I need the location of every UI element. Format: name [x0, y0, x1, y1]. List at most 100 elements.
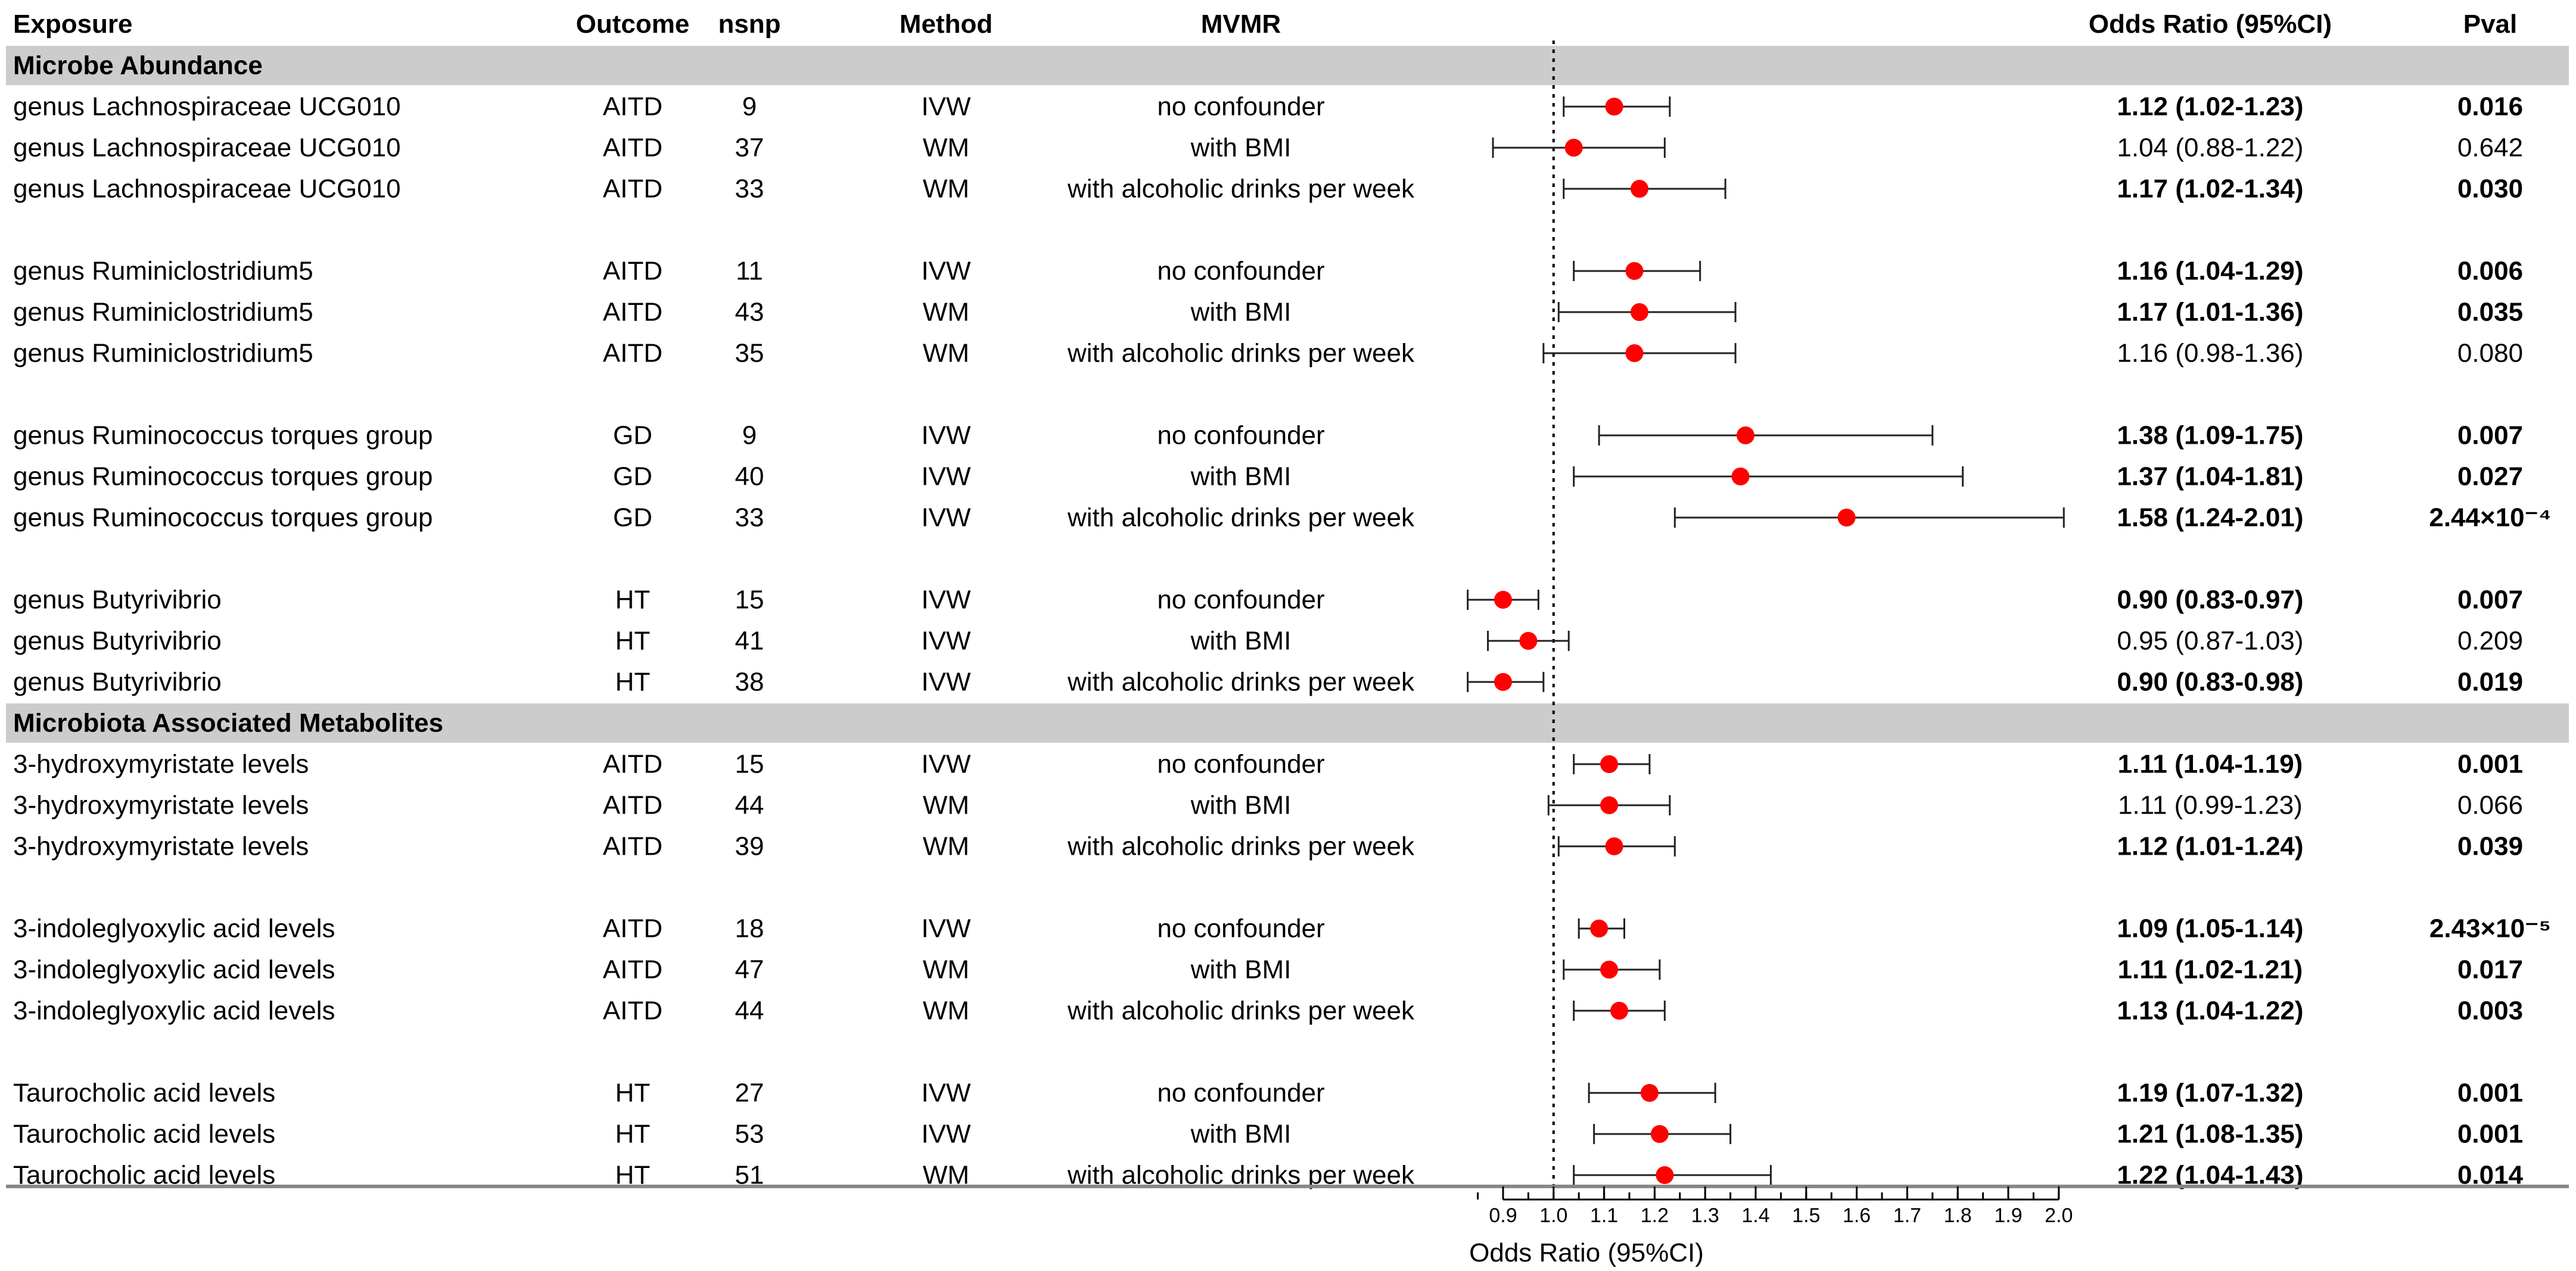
nsnp-cell: 18: [735, 914, 764, 943]
odds-ratio-cell: 1.11 (0.99-1.23): [2118, 791, 2303, 820]
exposure-cell: genus Ruminiclostridium5: [13, 298, 313, 327]
nsnp-cell: 39: [735, 832, 764, 861]
point-estimate: [1837, 509, 1856, 527]
header-mvmr: MVMR: [1201, 10, 1281, 39]
x-tick-label: 1.3: [1691, 1204, 1719, 1227]
method-cell: IVW: [921, 1079, 971, 1108]
point-estimate: [1494, 673, 1512, 691]
x-tick-label: 1.2: [1641, 1204, 1669, 1227]
x-tick-label: 1.6: [1843, 1204, 1871, 1227]
method-cell: IVW: [921, 257, 971, 286]
nsnp-cell: 33: [735, 503, 764, 532]
table-row: 3-hydroxymyristate levels AITD 15 IVW no con…: [13, 750, 2523, 779]
pval-cell: 0.035: [2457, 298, 2523, 327]
table-row: 3-hydroxymyristate levels AITD 39 WM with al…: [13, 832, 2523, 861]
section-band: [6, 703, 2569, 743]
x-tick-label: 1.0: [1539, 1204, 1567, 1227]
pval-cell: 0.001: [2457, 1079, 2523, 1108]
outcome-cell: AITD: [603, 257, 662, 286]
point-estimate: [1737, 426, 1755, 444]
method-cell: IVW: [921, 503, 971, 532]
table-row: 3-indoleglyoxylic acid levels AITD 47 WM wit…: [13, 955, 2523, 985]
header-outcome: Outcome: [576, 10, 690, 39]
point-estimate: [1605, 98, 1623, 116]
nsnp-cell: 9: [742, 92, 757, 122]
table-row: genus Lachnospiraceae UCG010 AITD 37 WM with…: [13, 133, 2523, 163]
nsnp-cell: 9: [742, 421, 757, 450]
pval-cell: 0.030: [2457, 175, 2523, 204]
mvmr-cell: with alcoholic drinks per week: [1067, 996, 1415, 1026]
point-estimate: [1610, 1002, 1629, 1020]
odds-ratio-cell: 1.11 (1.02-1.21): [2118, 955, 2303, 985]
method-cell: IVW: [921, 92, 971, 122]
odds-ratio-cell: 1.38 (1.09-1.75): [2117, 421, 2303, 450]
point-estimate: [1650, 1125, 1669, 1143]
method-cell: IVW: [921, 914, 971, 943]
nsnp-cell: 41: [735, 627, 764, 656]
exposure-cell: genus Butyrivibrio: [13, 585, 222, 615]
exposure-cell: 3-hydroxymyristate levels: [13, 750, 309, 779]
outcome-cell: HT: [615, 668, 651, 697]
header-nsnp: nsnp: [718, 10, 780, 39]
nsnp-cell: 44: [735, 791, 764, 820]
outcome-cell: HT: [615, 1120, 651, 1149]
pval-cell: 0.019: [2457, 668, 2523, 697]
method-cell: WM: [923, 832, 969, 861]
point-estimate: [1640, 1084, 1659, 1102]
header-method: Method: [900, 10, 993, 39]
pval-cell: 0.209: [2457, 627, 2523, 656]
point-estimate: [1494, 591, 1512, 609]
header-exposure: Exposure: [13, 10, 133, 39]
point-estimate: [1625, 344, 1644, 362]
exposure-cell: genus Ruminococcus torques group: [13, 462, 433, 491]
odds-ratio-cell: 1.19 (1.07-1.32): [2117, 1079, 2303, 1108]
pval-cell: 0.016: [2457, 92, 2523, 122]
x-axis: 0.9 1.0 1.1 1.2 1.3 1.4 1.5 1.6 1.7 1.8 1.9 2.0: [1477, 1186, 2073, 1227]
mvmr-cell: with BMI: [1190, 1120, 1292, 1149]
pval-cell: 0.007: [2457, 421, 2523, 450]
mvmr-cell: with BMI: [1190, 955, 1292, 985]
odds-ratio-cell: 1.12 (1.01-1.24): [2117, 832, 2303, 861]
method-cell: WM: [923, 955, 969, 985]
mvmr-cell: no confounder: [1157, 257, 1324, 286]
odds-ratio-cell: 1.37 (1.04-1.81): [2117, 462, 2303, 491]
header-pval: Pval: [2463, 10, 2518, 39]
x-tick-label: 1.7: [1893, 1204, 1921, 1227]
nsnp-cell: 15: [735, 750, 764, 779]
mvmr-cell: no confounder: [1157, 585, 1324, 615]
outcome-cell: AITD: [603, 791, 662, 820]
pval-cell: 0.642: [2457, 133, 2523, 163]
pval-cell: 0.007: [2457, 585, 2523, 615]
nsnp-cell: 27: [735, 1079, 764, 1108]
mvmr-cell: with BMI: [1190, 462, 1292, 491]
point-estimate: [1590, 920, 1609, 937]
table-row: genus Ruminococcus torques group GD 40 IVW w…: [13, 462, 2523, 491]
mvmr-cell: with alcoholic drinks per week: [1067, 832, 1415, 861]
table-row: genus Ruminococcus torques group GD 33 IVW w…: [13, 503, 2552, 532]
nsnp-cell: 37: [735, 133, 764, 163]
interval-marks: [1467, 41, 2065, 1186]
odds-ratio-cell: 0.95 (0.87-1.03): [2117, 627, 2303, 656]
method-cell: IVW: [921, 462, 971, 491]
mvmr-cell: no confounder: [1157, 421, 1324, 450]
exposure-cell: genus Ruminococcus torques group: [13, 503, 433, 532]
point-estimate: [1625, 262, 1644, 280]
exposure-cell: 3-hydroxymyristate levels: [13, 791, 309, 820]
x-tick-label: 0.9: [1489, 1204, 1517, 1227]
method-cell: IVW: [921, 1120, 971, 1149]
mvmr-cell: with BMI: [1190, 298, 1292, 327]
column-headers: Exposure Outcome nsnp Method MVMR Odds R…: [13, 10, 2517, 39]
header-odds-ratio: Odds Ratio (95%CI): [2089, 10, 2332, 39]
point-estimate: [1564, 139, 1583, 157]
method-cell: IVW: [921, 750, 971, 779]
nsnp-cell: 40: [735, 462, 764, 491]
table-row: 3-indoleglyoxylic acid levels AITD 18 IVW no…: [13, 914, 2551, 943]
odds-ratio-cell: 1.09 (1.05-1.14): [2117, 914, 2303, 943]
point-estimate: [1519, 632, 1538, 650]
nsnp-cell: 11: [736, 257, 763, 286]
point-estimate: [1731, 468, 1750, 485]
point-estimate: [1630, 180, 1648, 198]
x-tick-label: 1.4: [1741, 1204, 1769, 1227]
exposure-cell: genus Ruminiclostridium5: [13, 339, 313, 368]
